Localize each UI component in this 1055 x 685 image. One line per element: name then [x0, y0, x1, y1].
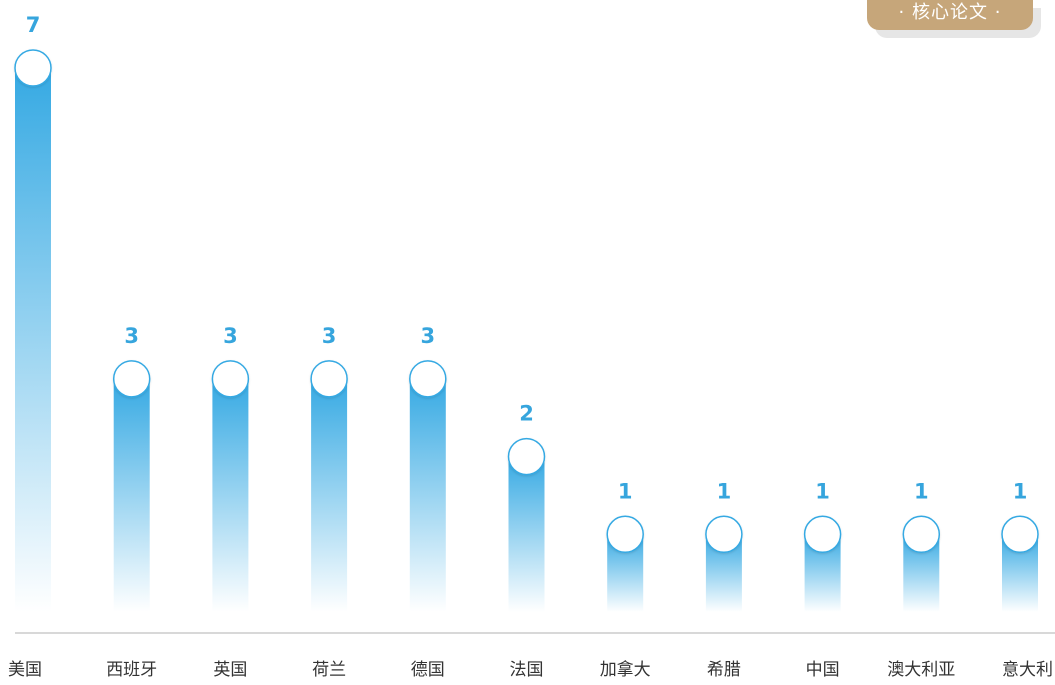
- bar-cap-circle: [803, 515, 842, 554]
- category-tick-label: 西班牙: [106, 660, 157, 680]
- category-tick-label: 希腊: [707, 660, 741, 680]
- data-label: 1: [914, 479, 929, 503]
- data-label: 3: [420, 324, 435, 348]
- bar-cap-circle: [902, 515, 941, 554]
- category-tick-label: 意大利: [1002, 660, 1053, 680]
- category-tick-label: 加拿大: [600, 659, 651, 680]
- data-label: 1: [815, 479, 830, 503]
- category-tick-label: 荷兰: [312, 660, 346, 680]
- bar: [508, 456, 545, 612]
- bar-cap-circle: [606, 515, 644, 554]
- category-tick-label: 美国: [8, 660, 42, 680]
- category-tick-label: 法国: [510, 660, 544, 680]
- bar-cap-circle: [211, 360, 250, 398]
- bar: [311, 378, 348, 612]
- category-tick-label: 德国: [411, 660, 445, 680]
- bar-cap-circle: [705, 515, 743, 554]
- bar-cap-circle: [409, 360, 447, 398]
- bar: [15, 68, 51, 612]
- bar: [212, 378, 249, 612]
- badge-label: · 核心论文 ·: [867, 0, 1033, 30]
- category-tick-label: 澳大利亚: [887, 660, 955, 680]
- data-label: 3: [223, 324, 238, 348]
- bars-group: 7 3 3 3 3 2 1 1 1 1 1: [14, 13, 1039, 612]
- data-label: 1: [717, 479, 732, 503]
- data-label: 1: [618, 479, 633, 503]
- bar: [113, 378, 150, 612]
- data-label: 2: [519, 402, 534, 426]
- section-badge: · 核心论文 ·: [867, 0, 1041, 38]
- bar-cap-circle: [14, 49, 52, 87]
- bar-cap-circle: [112, 360, 151, 398]
- category-labels-group: 美国 西班牙 英国 荷兰 德国 法国 加拿大 希腊 中国 澳大利亚 意大利: [8, 659, 1053, 680]
- bar: [409, 378, 446, 612]
- category-tick-label: 中国: [806, 660, 840, 680]
- data-label: 3: [124, 324, 139, 348]
- data-label: 3: [322, 324, 337, 348]
- bar-cap-circle: [507, 437, 546, 476]
- data-label: 7: [26, 13, 41, 37]
- bar-cap-circle: [310, 360, 348, 398]
- data-label: 1: [1013, 479, 1028, 503]
- category-tick-label: 英国: [213, 660, 247, 680]
- bar-cap-circle: [1001, 515, 1039, 554]
